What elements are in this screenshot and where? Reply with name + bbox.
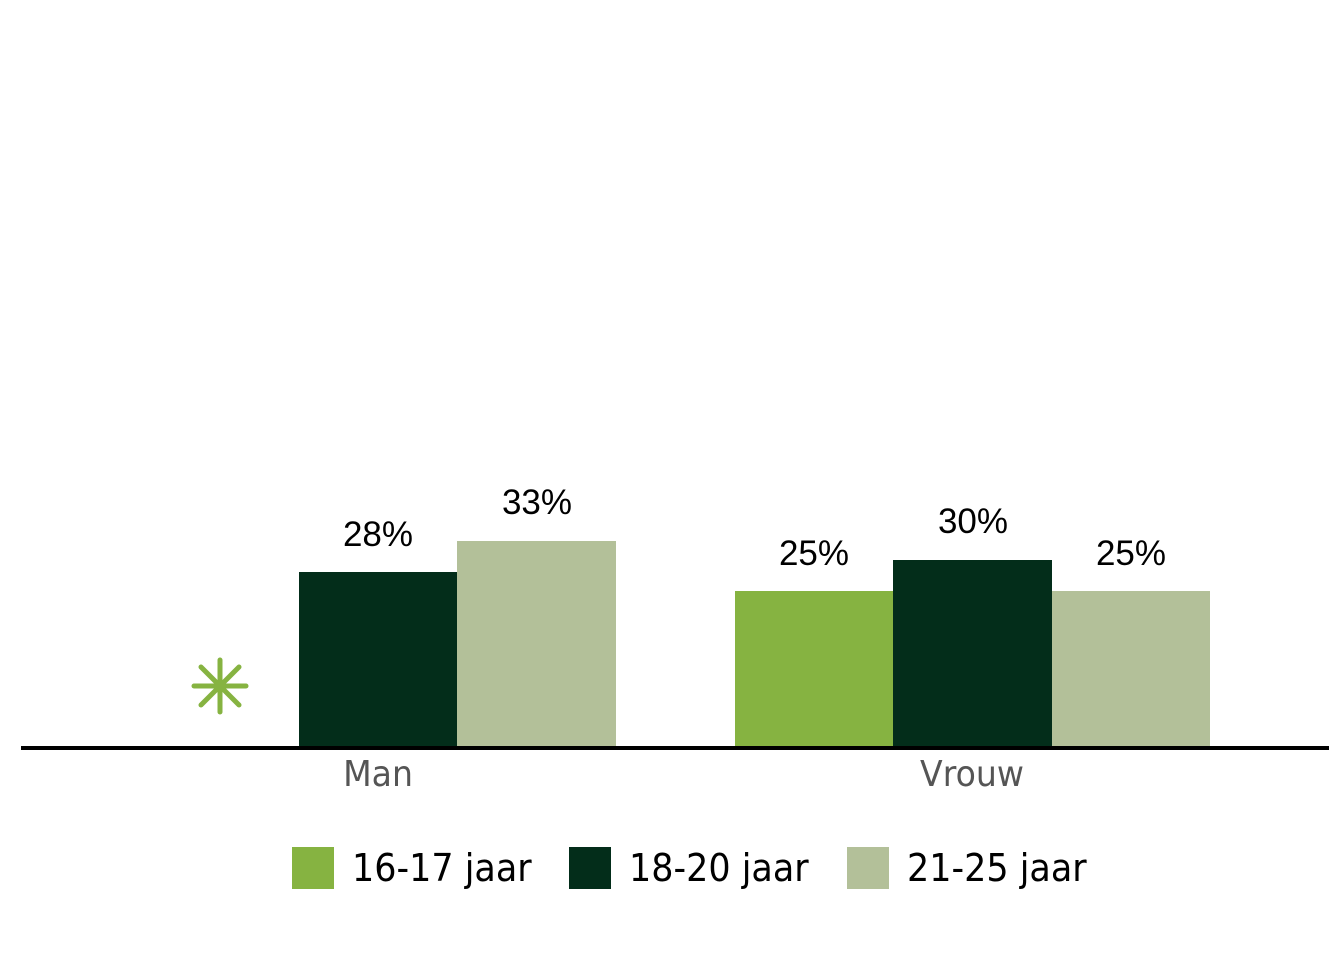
legend-swatch <box>569 847 612 889</box>
bar-man-21-25 <box>457 541 616 747</box>
legend-item-18-20: 18-20 jaar <box>569 846 824 890</box>
category-label-vrouw: Vrouw <box>920 754 1024 795</box>
label-vrouw-21-25: 25% <box>1095 534 1167 573</box>
bar-vrouw-16-17 <box>735 591 893 747</box>
asterisk-icon <box>191 657 249 715</box>
label-vrouw-16-17: 25% <box>778 534 850 573</box>
legend-item-21-25: 21-25 jaar <box>846 846 1102 890</box>
legend-label: 21-25 jaar <box>906 846 1087 890</box>
legend-label: 16-17 jaar <box>352 846 532 890</box>
category-label-man: Man <box>343 754 413 795</box>
label-vrouw-18-20: 30% <box>937 502 1009 541</box>
bar-vrouw-21-25 <box>1052 591 1210 747</box>
label-man-21-25: 33% <box>501 483 573 522</box>
legend-item-16-17: 16-17 jaar <box>292 846 547 890</box>
legend-label: 18-20 jaar <box>629 846 809 890</box>
legend-swatch <box>292 847 334 889</box>
x-axis-line <box>21 746 1329 750</box>
bar-man-18-20 <box>299 572 457 747</box>
label-man-18-20: 28% <box>342 515 414 554</box>
bar-vrouw-18-20 <box>893 560 1052 747</box>
legend: 16-17 jaar 18-20 jaar 21-25 jaar <box>292 846 1120 890</box>
legend-swatch <box>846 847 889 889</box>
